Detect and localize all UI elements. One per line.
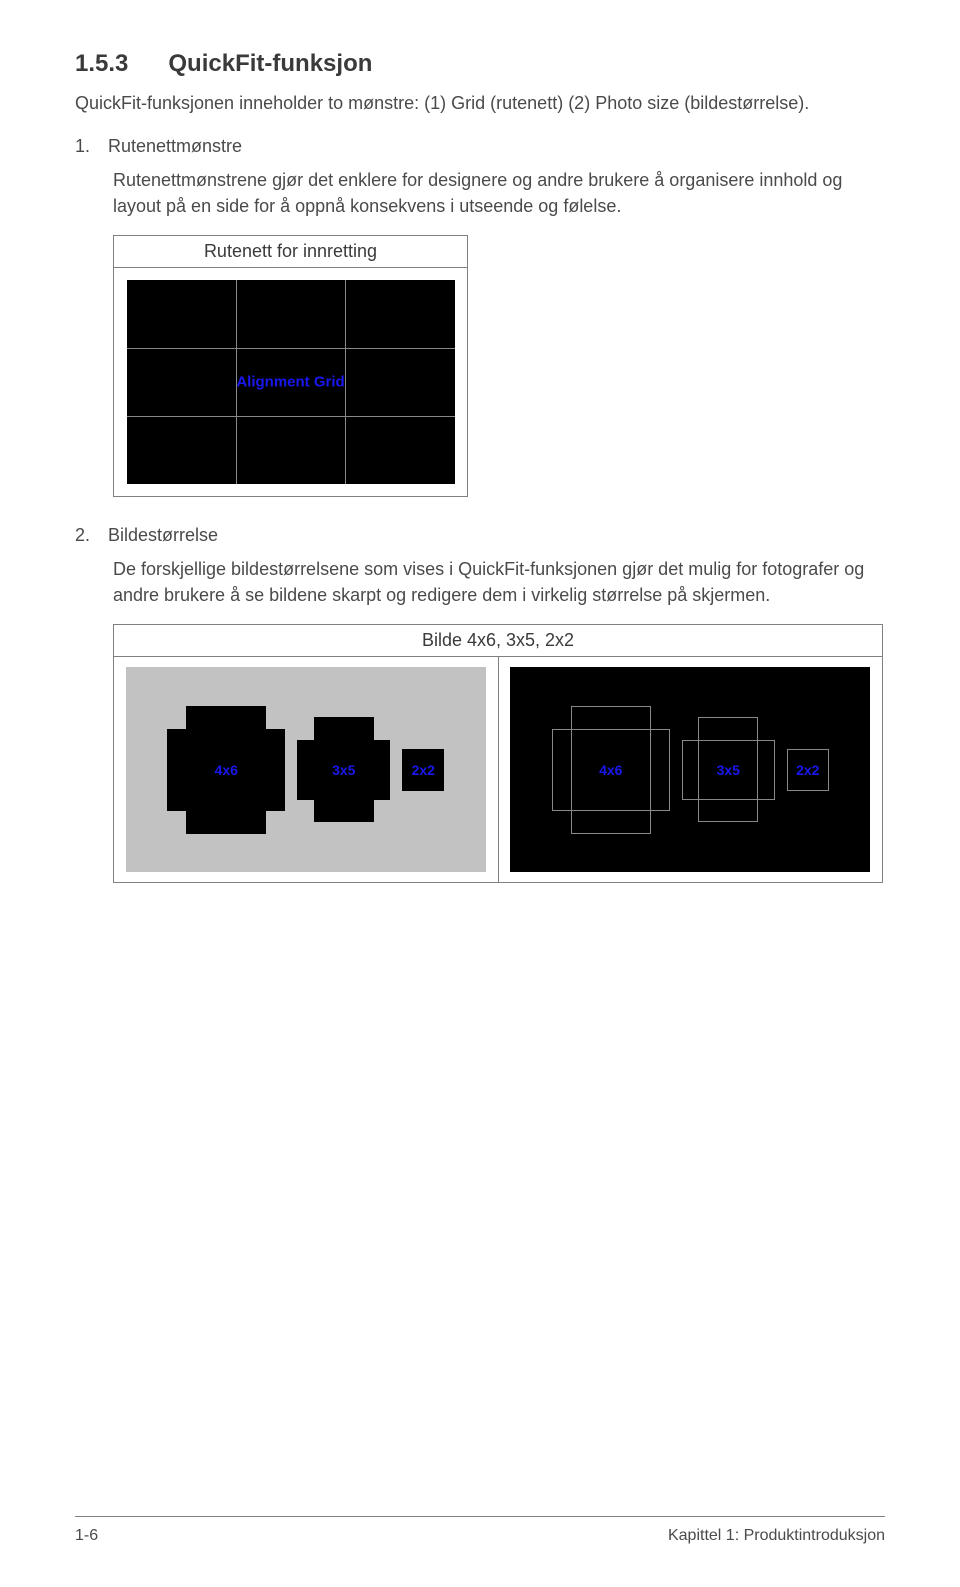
photo-label-2x2: 2x2: [412, 762, 435, 778]
photo-3x5-dark: 3x5: [681, 716, 776, 824]
figure-1-caption: Rutenett for innretting: [113, 235, 468, 267]
grid-hline: [127, 348, 455, 349]
photo-3x5-light: 3x5: [296, 716, 391, 824]
photo-panel-light: 4x6 3x5 2x2: [126, 667, 486, 872]
photo-panel-dark: 4x6 3x5 2x2: [510, 667, 870, 872]
section-title: QuickFit-funksjon: [168, 50, 372, 77]
figure-2-right-box: 4x6 3x5 2x2: [498, 656, 884, 883]
figure-2-left-box: 4x6 3x5 2x2: [113, 656, 498, 883]
section-number: 1.5.3: [75, 50, 128, 77]
figure-2-panels: 4x6 3x5 2x2 4x6: [113, 656, 883, 883]
list-item-2-number: 2.: [75, 525, 90, 545]
figure-1-box: Alignment Grid: [113, 267, 468, 497]
photo-2x2-light: 2x2: [401, 748, 445, 792]
chapter-label: Kapittel 1: Produktintroduksjon: [668, 1527, 885, 1545]
photo-label-3x5: 3x5: [332, 762, 355, 778]
photo-label-3x5: 3x5: [717, 762, 740, 778]
photo-4x6-light: 4x6: [166, 705, 286, 835]
alignment-grid-label: Alignment Grid: [236, 374, 344, 391]
list-item-1-body: Rutenettmønstrene gjør det enklere for d…: [113, 167, 885, 219]
section-heading: 1.5.3 QuickFit-funksjon: [75, 50, 885, 78]
intro-paragraph: QuickFit-funksjonen inneholder to mønstr…: [75, 90, 885, 116]
grid-hline: [127, 416, 455, 417]
grid-vline: [345, 280, 346, 484]
photo-label-2x2: 2x2: [796, 762, 819, 778]
list-item-2-heading: Bildestørrelse: [108, 525, 218, 545]
list-item-1-title: 1. Rutenettmønstre: [75, 136, 885, 157]
list-item-2-body: De forskjellige bildestørrelsene som vis…: [113, 556, 885, 608]
figure-1: Rutenett for innretting Alignment Grid: [113, 235, 885, 497]
list-item-1-number: 1.: [75, 136, 90, 156]
figure-2: Bilde 4x6, 3x5, 2x2 4x6 3x5 2x2: [113, 624, 885, 883]
photo-label-4x6: 4x6: [599, 762, 622, 778]
photo-4x6-dark: 4x6: [551, 705, 671, 835]
page-footer: 1-6 Kapittel 1: Produktintroduksjon: [75, 1516, 885, 1545]
photo-label-4x6: 4x6: [215, 762, 238, 778]
alignment-grid-display: Alignment Grid: [127, 280, 455, 484]
page-number: 1-6: [75, 1527, 98, 1545]
figure-2-caption: Bilde 4x6, 3x5, 2x2: [113, 624, 883, 656]
list-item-1-heading: Rutenettmønstre: [108, 136, 242, 156]
photo-2x2-dark: 2x2: [786, 748, 830, 792]
list-item-2-title: 2. Bildestørrelse: [75, 525, 885, 546]
